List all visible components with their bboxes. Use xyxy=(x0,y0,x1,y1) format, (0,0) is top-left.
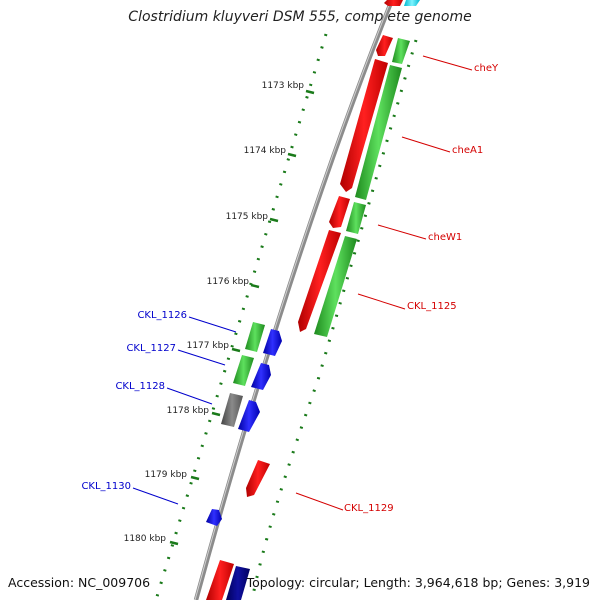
forward-cds xyxy=(226,0,420,600)
gene-CKL_1130-blue[interactable] xyxy=(206,509,222,526)
gene-CKL_1126-blue[interactable] xyxy=(263,329,282,356)
reverse-features xyxy=(206,322,282,526)
scale-label-1173: 1173 kbp xyxy=(262,81,305,91)
gene-CKL_1129-red[interactable] xyxy=(246,460,270,497)
gene-CKL_1128-blue[interactable] xyxy=(238,400,260,432)
gene-label-CKL_1126[interactable]: CKL_1126 xyxy=(137,310,187,321)
cds-cheA1-green[interactable] xyxy=(355,65,402,200)
accession-text: Accession: NC_009706 xyxy=(8,575,151,590)
cds-cheY-green[interactable] xyxy=(392,38,410,64)
forward-genes xyxy=(206,0,403,600)
gene-cheY-red[interactable] xyxy=(376,35,393,56)
cds-CKL_1125-green[interactable] xyxy=(314,236,357,337)
left-leaders xyxy=(132,316,237,505)
gene-label-CKL_1128[interactable]: CKL_1128 xyxy=(115,381,165,392)
scale-ticks xyxy=(169,89,315,546)
tick-1178 xyxy=(211,411,221,417)
tick-1174 xyxy=(287,152,297,158)
tick-1173 xyxy=(305,89,315,95)
cds-cheW1-green[interactable] xyxy=(346,202,366,234)
genome-backbone-highlight xyxy=(194,0,392,600)
cds-CKL_1128-gray[interactable] xyxy=(221,393,243,427)
scale-track-left xyxy=(154,33,328,600)
gene-bottom-red[interactable] xyxy=(206,560,234,600)
gene-label-cheA1[interactable]: cheA1 xyxy=(452,145,483,156)
gene-cheA1-red[interactable] xyxy=(340,59,388,192)
gene-top-cyan[interactable] xyxy=(404,0,420,6)
genome-backbone xyxy=(193,0,395,600)
scale-label-1175: 1175 kbp xyxy=(226,212,269,222)
cds-CKL_1127-green[interactable] xyxy=(233,355,254,386)
gene-label-cheW1[interactable]: cheW1 xyxy=(428,232,462,243)
gene-label-CKL_1129[interactable]: CKL_1129 xyxy=(344,503,394,514)
gene-top-red[interactable] xyxy=(384,0,403,6)
scale-label-1178: 1178 kbp xyxy=(167,406,210,416)
gene-label-CKL_1130[interactable]: CKL_1130 xyxy=(81,481,131,492)
gene-label-cheY[interactable]: cheY xyxy=(474,63,499,74)
scale-label-1176: 1176 kbp xyxy=(207,277,250,287)
cds-CKL_1126-green[interactable] xyxy=(245,322,265,352)
scale-label-1174: 1174 kbp xyxy=(244,146,287,156)
topology-text: Topology: circular; Length: 3,964,618 bp… xyxy=(246,575,590,590)
tick-1176 xyxy=(250,283,260,289)
gene-label-CKL_1127[interactable]: CKL_1127 xyxy=(126,343,176,354)
tick-1175 xyxy=(269,217,279,223)
tick-1180 xyxy=(169,540,179,546)
gene-cheW1-red[interactable] xyxy=(329,196,350,228)
tick-1179 xyxy=(190,475,200,481)
right-leaders xyxy=(295,55,473,511)
gene-CKL_1127-blue[interactable] xyxy=(251,363,271,390)
gene-label-CKL_1125[interactable]: CKL_1125 xyxy=(407,301,457,312)
gene-bottom-navy[interactable] xyxy=(226,566,250,600)
gene-CKL_1125-red[interactable] xyxy=(298,230,341,332)
tick-1177 xyxy=(231,347,241,353)
scale-label-1180: 1180 kbp xyxy=(124,534,167,544)
scale-label-1179: 1179 kbp xyxy=(145,470,188,480)
scale-label-1177: 1177 kbp xyxy=(187,341,230,351)
